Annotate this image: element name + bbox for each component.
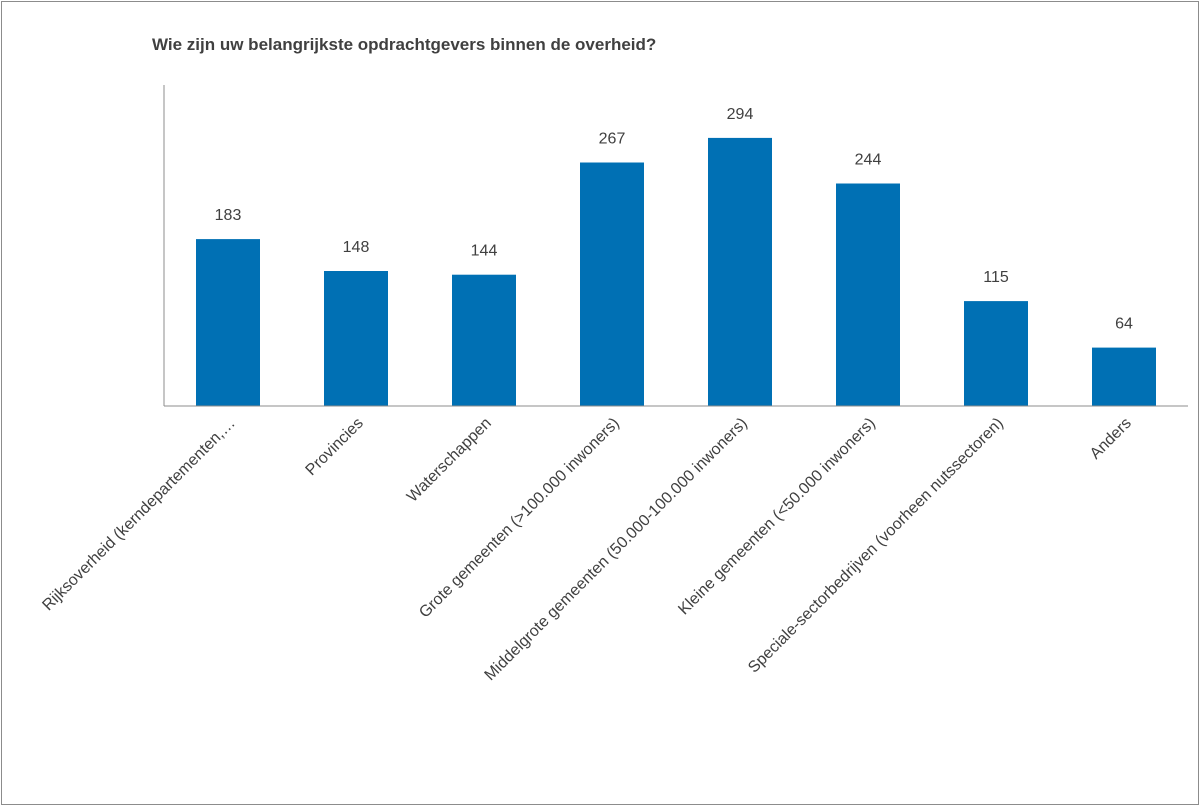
bars-group [196, 137, 1156, 406]
category-label-6: Kleine gemeenten (<50.000 inwoners) [675, 415, 879, 619]
value-label-3: 144 [471, 243, 498, 260]
category-label-1: Rijksoverheid (kerndepartementen,… [39, 415, 238, 614]
bar-7 [964, 301, 1028, 406]
value-label-4: 267 [599, 131, 626, 148]
bar-3 [452, 274, 516, 406]
category-label-4: Grote gemeenten (>100.000 inwoners) [416, 415, 623, 622]
value-label-2: 148 [343, 239, 370, 256]
value-label-6: 244 [855, 152, 882, 169]
value-label-1: 183 [215, 207, 242, 224]
value-label-8: 64 [1115, 316, 1133, 333]
category-label-7: Speciale-sectorbedrijven (voorheen nutss… [745, 415, 1007, 677]
category-label-3: Waterschappen [404, 415, 495, 506]
bar-4 [580, 162, 644, 406]
value-label-5: 294 [727, 106, 754, 123]
value-label-7: 115 [983, 269, 1009, 286]
value-labels-group: 183 148 144 267 294 244 115 64 [215, 106, 1133, 333]
category-label-2: Provincies [303, 415, 367, 479]
chart-title: Wie zijn uw belangrijkste opdrachtgevers… [152, 35, 657, 54]
bar-6 [836, 183, 900, 406]
bar-5 [708, 137, 772, 406]
category-labels-group: Rijksoverheid (kerndepartementen,… Provin… [39, 415, 1134, 684]
bar-2 [324, 271, 388, 406]
bar-8 [1092, 347, 1156, 406]
category-label-8: Anders [1087, 415, 1135, 463]
bar-1 [196, 239, 260, 406]
category-label-5: Middelgrote gemeenten (50.000-100.000 in… [482, 415, 751, 684]
